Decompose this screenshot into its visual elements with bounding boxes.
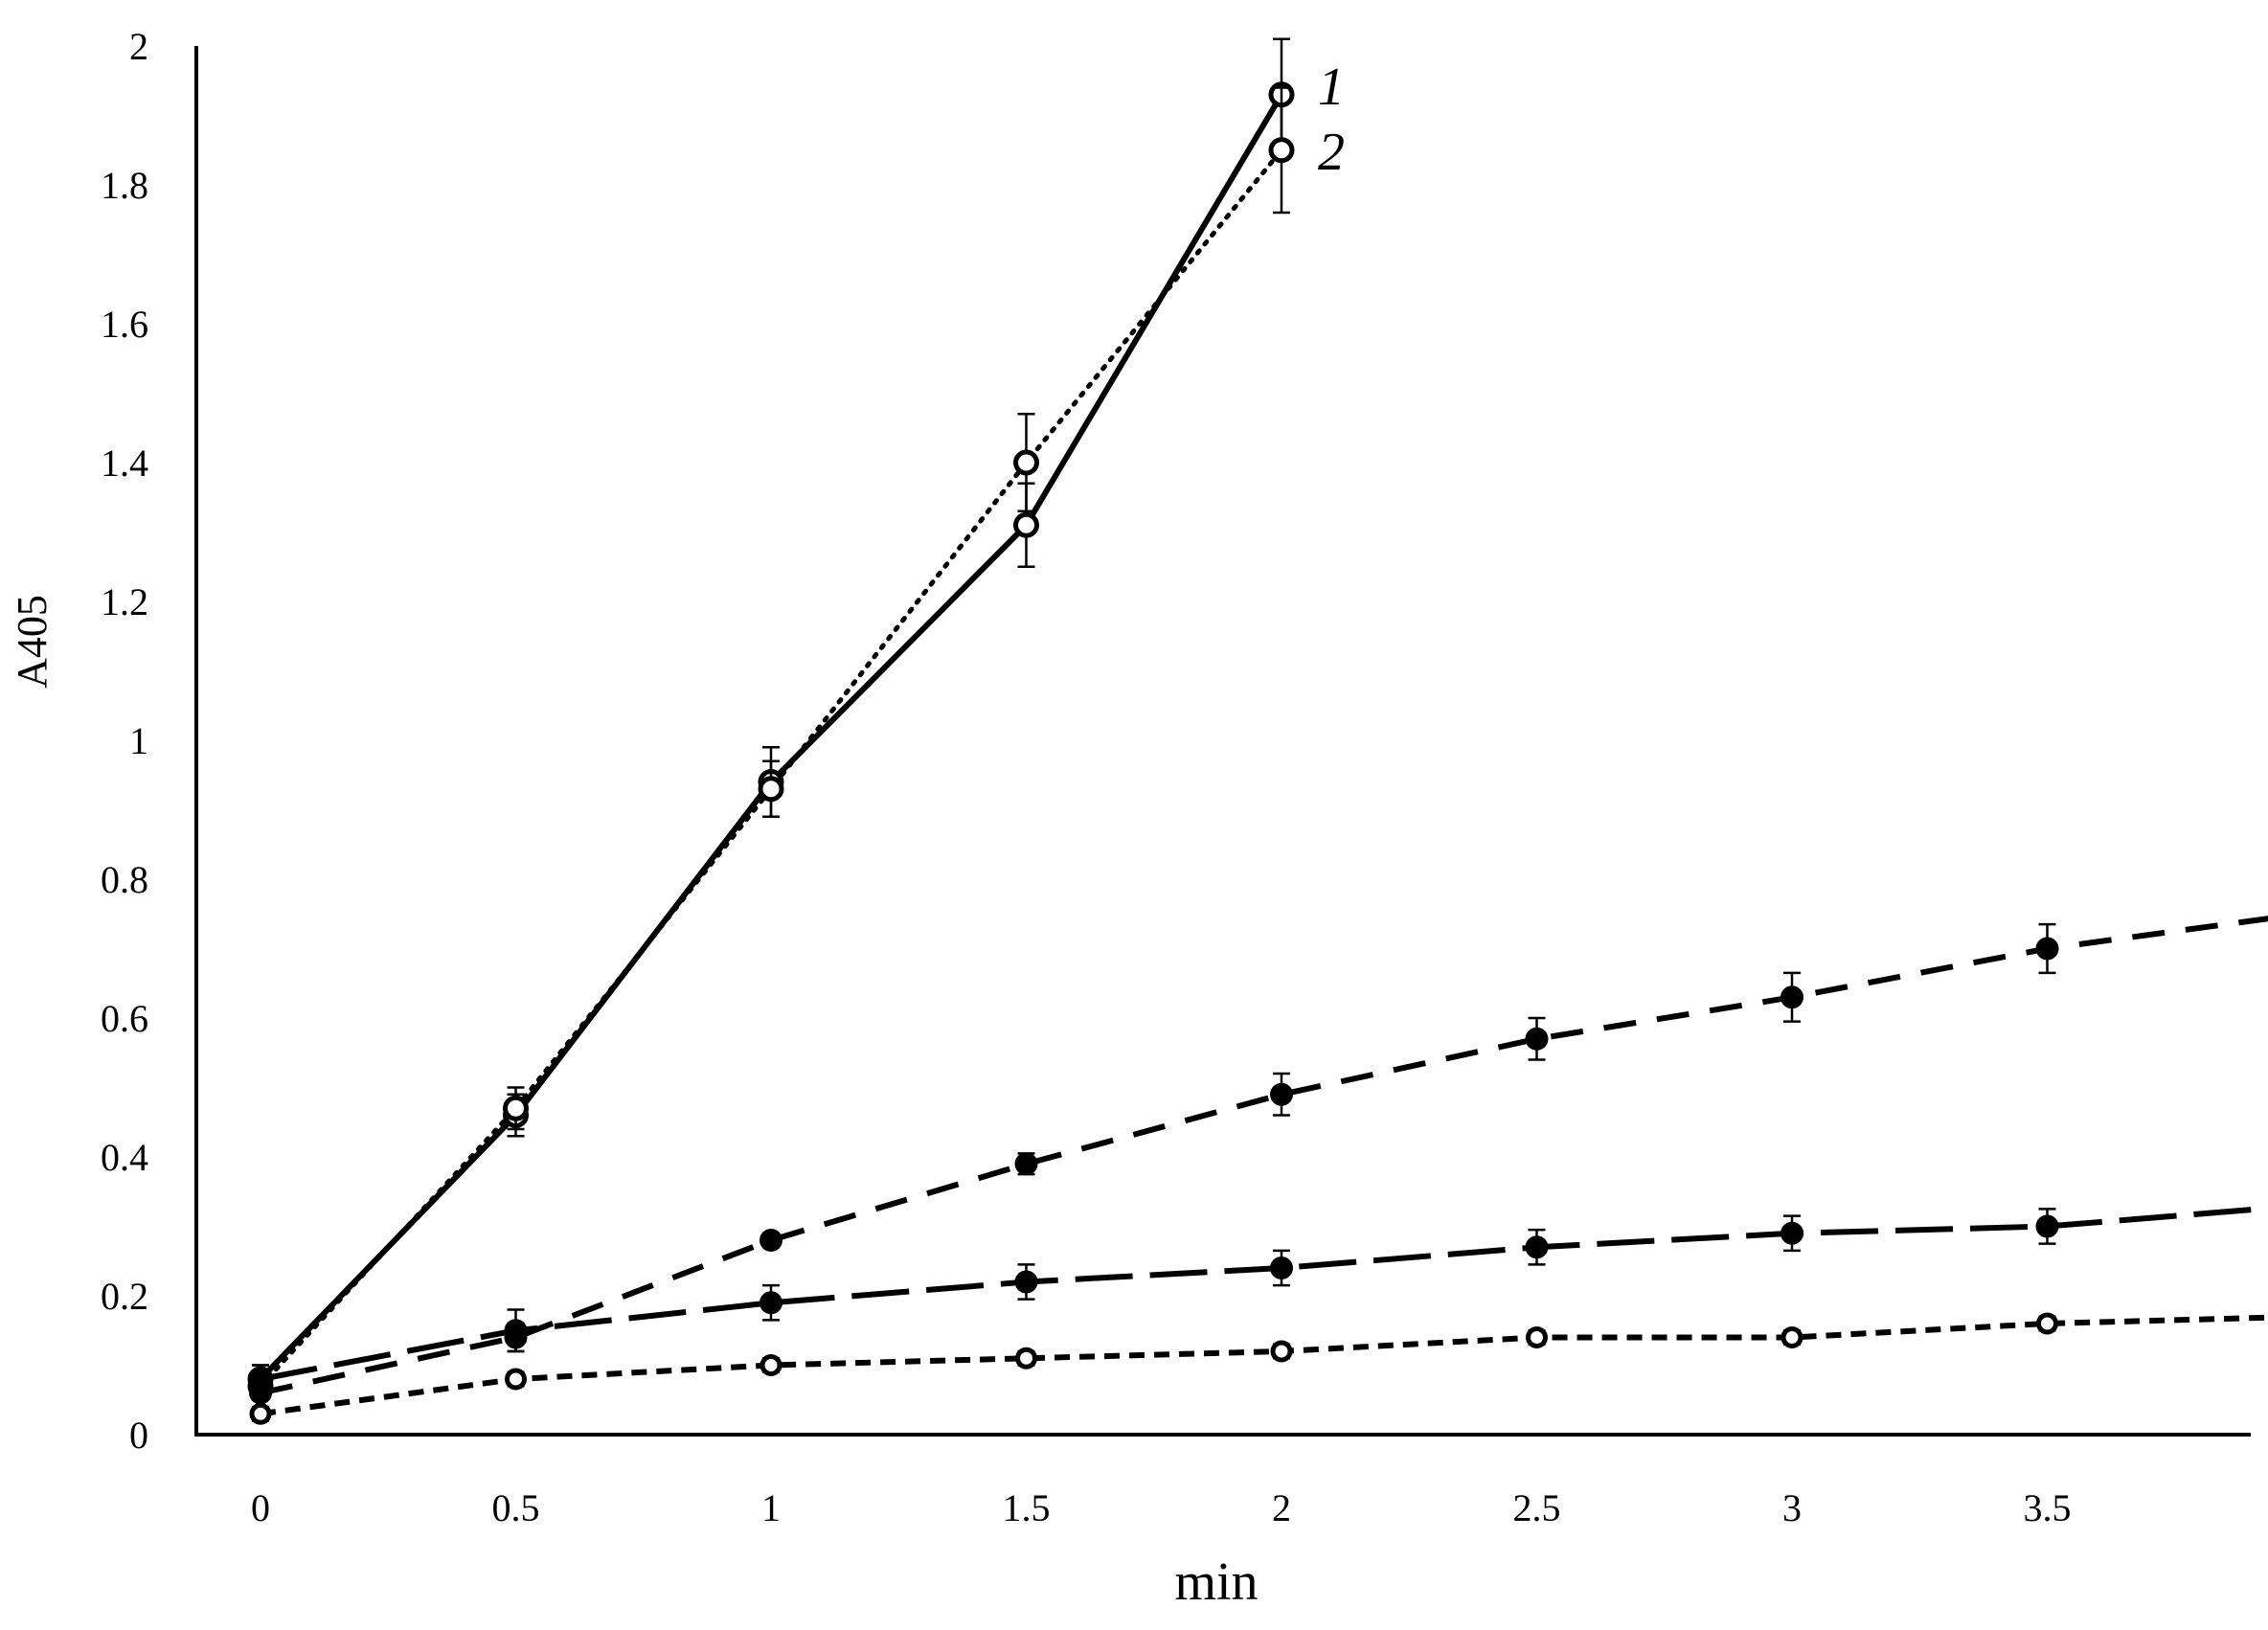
x-tick-label: 1: [761, 1486, 781, 1529]
data-point: [249, 1402, 272, 1425]
x-tick-label: 0: [251, 1486, 270, 1529]
y-tick-label: 1.6: [101, 303, 148, 346]
y-tick-label: 0: [129, 1414, 148, 1457]
x-tick-label: 2: [1272, 1486, 1291, 1529]
series-layer: [247, 37, 2268, 1425]
series-4: [249, 1205, 2268, 1394]
data-point: [1013, 511, 1039, 538]
x-tick-label: 0.5: [492, 1486, 540, 1529]
series-labels: 12345: [1318, 57, 1345, 182]
x-tick-label: 2.5: [1513, 1486, 1561, 1529]
series-label-2: 2: [1318, 123, 1345, 182]
data-point: [758, 776, 784, 803]
data-point: [505, 1368, 527, 1391]
series-3: [249, 916, 2268, 1405]
y-tick-labels: 0 0.2 0.4 0.6 0.8 1 1.2 1.4 1.6 1.8 2: [101, 25, 148, 1457]
data-point: [1270, 1082, 1293, 1106]
data-point: [504, 1319, 528, 1343]
plot-area: [194, 46, 2251, 1437]
series-line-1: [258, 93, 1284, 1382]
data-point: [760, 1291, 782, 1315]
data-point: [760, 1354, 782, 1376]
series-line-4: [260, 1205, 2268, 1382]
data-point: [1014, 1270, 1038, 1294]
x-tick-labels: 00.511.522.533.544.555.566.577.5: [251, 1486, 2072, 1529]
data-point: [2035, 937, 2059, 961]
series-5: [249, 1312, 2268, 1425]
series-1: [247, 37, 1295, 1394]
data-point: [760, 1229, 782, 1252]
series-label-1: 1: [1318, 57, 1345, 117]
data-point: [1014, 1152, 1038, 1176]
y-tick-label: 1.8: [101, 164, 148, 207]
data-point: [1526, 1326, 1548, 1348]
data-point: [1268, 137, 1295, 164]
x-tick-label: 3: [1782, 1486, 1802, 1529]
data-point: [1780, 1221, 1803, 1245]
data-point: [1013, 449, 1039, 476]
data-point: [1270, 1256, 1293, 1279]
y-tick-label: 0.2: [101, 1275, 148, 1318]
series-line-5: [260, 1314, 2268, 1417]
data-point: [1015, 1347, 1037, 1370]
x-tick-label: 1.5: [1003, 1486, 1051, 1529]
data-point: [1780, 985, 1803, 1009]
data-point: [1780, 1326, 1803, 1348]
y-tick-label: 1.4: [101, 441, 148, 485]
y-tick-label: 2: [129, 25, 148, 68]
y-tick-label: 0.6: [101, 997, 148, 1040]
y-tick-label: 0.8: [101, 858, 148, 901]
y-axis-label: A405: [9, 595, 56, 689]
data-point: [503, 1095, 529, 1121]
data-point: [1525, 1235, 1549, 1259]
data-point: [1270, 1340, 1293, 1363]
y-tick-label: 1: [129, 719, 148, 762]
y-tick-label: 1.2: [101, 580, 148, 623]
y-tick-label: 0.4: [101, 1136, 148, 1179]
data-point: [2035, 1214, 2059, 1238]
x-axis-label: min: [1174, 1552, 1258, 1612]
series-line-3: [260, 916, 2268, 1396]
series-2: [247, 86, 1295, 1401]
data-point: [249, 1368, 272, 1391]
data-point: [1525, 1027, 1549, 1051]
data-point: [2036, 1312, 2058, 1335]
x-tick-label: 3.5: [2024, 1486, 2072, 1529]
